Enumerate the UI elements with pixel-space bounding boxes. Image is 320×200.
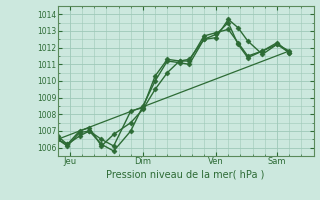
X-axis label: Pression niveau de la mer( hPa ): Pression niveau de la mer( hPa ) — [107, 169, 265, 179]
